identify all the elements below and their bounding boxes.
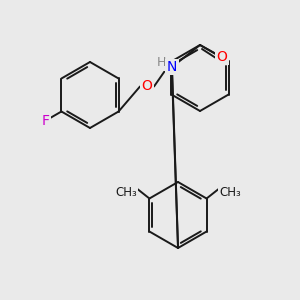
Text: CH₃: CH₃ (219, 186, 241, 199)
Text: CH₃: CH₃ (115, 186, 137, 199)
Text: F: F (42, 114, 50, 128)
Text: H: H (156, 56, 166, 70)
Text: O: O (142, 80, 152, 94)
Text: O: O (217, 50, 227, 64)
Text: N: N (167, 60, 177, 74)
